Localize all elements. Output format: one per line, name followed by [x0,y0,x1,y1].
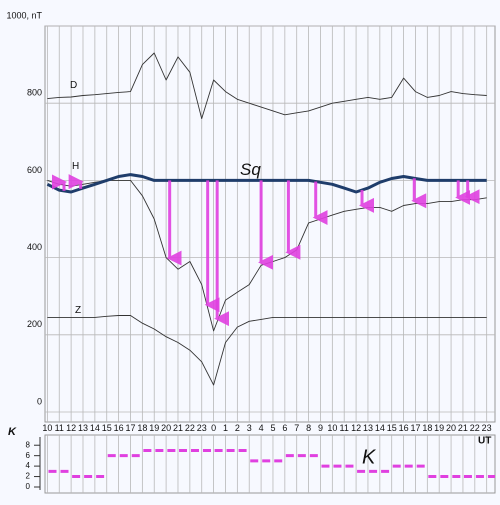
trace [47,52,487,120]
x-axis-label: UT [478,436,491,447]
k-bars [45,448,495,479]
x-tick-label: 3 [247,423,252,433]
y-tick-label: 600 [27,165,42,175]
x-tick-label: 5 [270,423,275,433]
x-tick-label: 2 [235,423,240,433]
k-tick-label: 2 [26,472,31,481]
k-tick-label: 4 [26,461,31,470]
y-tick-label: 1000, nT [6,10,42,20]
x-tick-label: 19 [434,423,444,433]
trace-label: Z [75,305,81,316]
x-tick-label: 13 [363,423,373,433]
x-tick-label: 7 [294,423,299,433]
sq-curve [46,173,487,194]
x-tick-label: 14 [375,423,385,433]
x-tick-label: 16 [114,423,124,433]
x-tick-label: 16 [399,423,409,433]
x-tick-label: 0 [211,423,216,433]
k-tick-label: 8 [26,440,31,449]
y-tick-label: 800 [27,88,42,98]
x-tick-label: 17 [125,423,135,433]
x-tick-label: 15 [102,423,112,433]
x-tick-label: 17 [410,423,420,433]
x-tick-label: 8 [306,423,311,433]
k-axis-label: K [8,426,17,438]
trace-label: H [72,161,79,172]
k-tick-label: 0 [26,482,31,491]
x-tick-label: 10 [42,423,52,433]
x-tick-label: 22 [185,423,195,433]
y-tick-label: 200 [27,319,42,329]
y-tick-label: 0 [37,396,42,406]
x-tick-label: 23 [197,423,207,433]
k-tick-label: 6 [26,451,31,460]
sq-label: Sq [240,160,261,179]
trace-label: D [70,80,77,91]
k-annotation: K [362,446,377,468]
x-tick-label: 12 [351,423,361,433]
x-tick-label: 12 [66,423,76,433]
x-tick-label: 6 [282,423,287,433]
trace [47,315,487,386]
x-tick-label: 4 [259,423,264,433]
x-tick-label: 22 [470,423,480,433]
x-tick-label: 20 [161,423,171,433]
x-tick-label: 21 [173,423,183,433]
x-tick-label: 11 [340,423,349,433]
x-tick-label: 9 [318,423,323,433]
x-tick-label: 18 [137,423,147,433]
x-tick-label: 13 [78,423,88,433]
x-tick-label: 18 [422,423,432,433]
x-tick-label: 1 [223,423,228,433]
x-tick-label: 23 [482,423,492,433]
x-tick-label: 14 [90,423,100,433]
x-tick-label: 19 [149,423,159,433]
x-tick-label: 20 [446,423,456,433]
k-frame [44,434,496,494]
x-tick-label: 10 [327,423,337,433]
x-tick-label: 15 [387,423,397,433]
x-tick-label: 21 [458,423,468,433]
x-tick-label: 11 [55,423,64,433]
y-tick-label: 400 [27,242,42,252]
